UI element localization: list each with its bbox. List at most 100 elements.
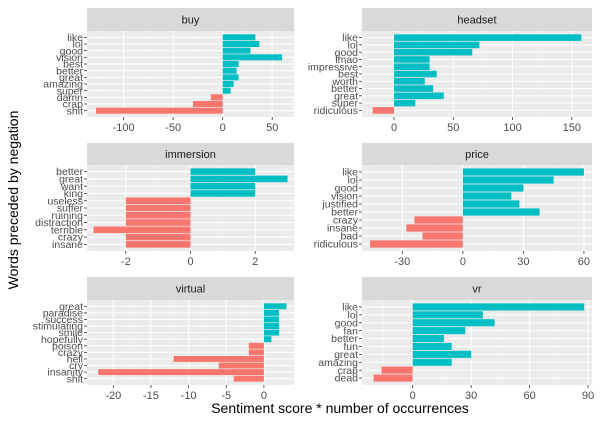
facet-virtual-bar-insanity <box>98 369 264 376</box>
facet-vr-y-tick-label: like <box>342 302 358 314</box>
facet-buy-y-tick-label: shit <box>67 105 83 117</box>
facet-price-bar-like <box>462 168 584 176</box>
facet-buy-x-tick-label: -50 <box>165 122 181 134</box>
facet-immersion-y-tick-label: king <box>64 188 83 200</box>
facet-price-x-tick-label: -30 <box>394 256 410 268</box>
facet-immersion-y-tick-label: want <box>60 181 83 193</box>
facet-buy-strip-title: buy <box>182 15 200 27</box>
facet-virtual-bar-cry <box>218 362 264 369</box>
facet-buy-bar-good <box>222 47 251 54</box>
facet-vr-y-tick-label: good <box>335 317 359 329</box>
facet-price-x-tick-label: 30 <box>517 256 529 268</box>
facet-vr-bar-fan <box>412 327 466 335</box>
facet-virtual-y-tick-label: shit <box>67 373 83 385</box>
facet-immersion-bar-distraction <box>125 219 191 226</box>
facet-headset-x-tick-label: 100 <box>503 122 521 134</box>
facet-buy-bar-like <box>222 34 256 41</box>
facet-immersion-bar-suffer <box>125 204 191 212</box>
facet-vr-y-tick-label: better <box>331 333 358 345</box>
facet-immersion-y-tick-label: great <box>59 174 83 186</box>
facet-price-y-tick-label: better <box>331 207 358 219</box>
facet-immersion-bar-better <box>190 168 256 175</box>
facet-immersion-bar-insane <box>125 241 191 248</box>
facet-buy-y-tick-label: crap <box>63 99 84 111</box>
facet-buy-y-tick-label: super <box>57 85 84 97</box>
facet-vr-strip <box>362 277 592 300</box>
facet-virtual-x-tick-label: -20 <box>105 390 121 402</box>
facet-vr-bar-lol <box>412 311 483 319</box>
facet-buy-bar-lol <box>222 41 260 47</box>
facet-virtual-bar-great <box>263 303 287 310</box>
facet-buy-x-tick-label: -100 <box>113 122 135 134</box>
facet-price-y-tick-label: insane <box>327 223 358 235</box>
facet-virtual-x-tick-label: 0 <box>261 390 267 402</box>
facet-price-strip <box>362 143 592 165</box>
facet-buy-bar-super <box>222 87 231 94</box>
facet-immersion-bar-king <box>190 190 256 197</box>
facet-virtual-y-tick-label: success <box>45 314 83 326</box>
facet-headset-strip <box>362 8 592 31</box>
facet-buy-y-tick-label: better <box>56 65 83 77</box>
x-axis-title: Sentiment score * number of occurrences <box>211 400 469 416</box>
facet-headset-strip-title: headset <box>457 15 496 27</box>
facet-immersion-x-tick-label: 0 <box>187 256 193 268</box>
facet-vr-y-tick-label: fun <box>343 341 358 353</box>
facet-immersion-bar-terrible <box>93 226 191 234</box>
facet-virtual-y-tick-label: stimulating <box>33 321 83 333</box>
facet-buy-y-tick-label: damn <box>57 92 83 104</box>
facet-price-bar-bad <box>422 232 463 240</box>
facet-buy-y-tick-label: best <box>63 59 83 71</box>
facet-virtual-bar-crazy <box>248 349 264 356</box>
facet-immersion-y-tick-label: crazy <box>58 232 84 244</box>
facet-headset-y-tick-label: worth <box>331 76 358 88</box>
facet-buy-bar-amazing <box>222 81 234 87</box>
facet-headset-y-tick-label: like <box>342 32 358 44</box>
facet-headset-x-tick-label: 150 <box>563 122 581 134</box>
facet-headset-y-tick-label: good <box>335 47 359 59</box>
facet-buy-y-tick-label: lol <box>72 39 83 51</box>
facet-virtual-x-tick-label: -5 <box>221 390 231 402</box>
facet-virtual-y-tick-label: crazy <box>58 347 84 359</box>
facet-headset-y-tick-label: better <box>331 83 358 95</box>
facet-virtual-bar-shit <box>233 375 264 382</box>
facet-immersion-y-tick-label: terrible <box>51 224 83 236</box>
facet-headset-bar-good <box>394 48 473 56</box>
facet-virtual-bar-stimulating <box>263 323 279 330</box>
facet-price-x-tick-label: 0 <box>460 256 466 268</box>
facet-virtual-y-tick-label: great <box>59 301 83 313</box>
facet-vr-bar-better <box>412 334 444 343</box>
facet-headset-x-tick-label: 50 <box>447 122 459 134</box>
facet-buy-x-tick-label: 0 <box>220 122 226 134</box>
facet-immersion-y-tick-label: ruining <box>51 210 83 222</box>
facet-virtual-strip-title: virtual <box>176 284 205 296</box>
facet-buy-bar-crap <box>192 101 223 107</box>
facet-immersion-bar-ruining <box>125 212 191 219</box>
facet-immersion-bar-useless <box>125 197 191 204</box>
facet-price-bar-ridiculous <box>370 240 463 248</box>
facet-price-bar-insane <box>406 224 463 232</box>
facet-vr-bar-good <box>412 319 495 327</box>
facet-immersion-y-tick-label: suffer <box>57 203 84 215</box>
facet-buy-bar-best <box>222 61 239 67</box>
facet-virtual-y-tick-label: poison <box>52 340 83 352</box>
facet-vr-y-tick-label: dead <box>335 373 359 385</box>
facet-buy-y-tick-label: good <box>60 45 84 57</box>
facet-headset-y-tick-label: lmao <box>335 54 358 66</box>
facet-virtual-panel: virtual greatparadisesuccessstimulatingsm… <box>33 277 294 402</box>
facet-buy-panel: buy likelolgoodvisionbestbettergreatamazi… <box>43 8 294 134</box>
facet-virtual-y-tick-label: paradise <box>43 307 83 319</box>
facet-buy-x-tick-label: 50 <box>266 122 278 134</box>
facet-virtual-y-tick-label: hopefully <box>41 334 84 346</box>
facet-buy-strip <box>87 8 294 31</box>
facet-immersion-y-tick-label: better <box>56 166 83 178</box>
facet-immersion-y-tick-label: distraction <box>35 217 83 229</box>
facet-headset-bar-best <box>394 70 437 78</box>
facet-virtual-y-tick-label: insanity <box>47 367 83 379</box>
facet-price-y-tick-label: bad <box>340 231 358 243</box>
facet-immersion-bar-great <box>190 175 288 183</box>
facet-headset-y-tick-label: great <box>334 90 358 102</box>
facet-headset-x-tick-label: 0 <box>391 122 397 134</box>
facet-virtual-bar-hell <box>173 355 264 362</box>
facet-headset-bar-impressive <box>394 63 430 70</box>
